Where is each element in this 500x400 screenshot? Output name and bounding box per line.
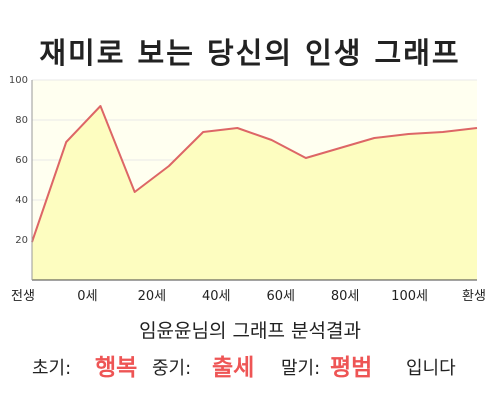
life-graph-chart: 20 40 60 80 100 전생 0세 20세 40세 60세 80세 100세 환생 [9,75,486,304]
y-tick-label: 100 [9,75,28,86]
analysis-summary: 초기: 행복 중기: 출세 말기: 평범 입니다 [0,346,500,382]
x-tick-label: 100세 [391,289,428,304]
middle-value: 출세 [212,355,255,381]
y-tick-label: 60 [15,155,28,166]
chart-title: 재미로 보는 당신의 인생 그래프 [39,36,461,70]
x-tick-label: 40세 [202,289,231,304]
y-tick-label: 80 [15,115,28,126]
x-tick-label: 전생 [11,289,35,304]
late-value: 평범 [330,355,373,381]
series-area [32,106,477,280]
y-tick-label: 40 [15,195,28,206]
x-tick-label: 0세 [77,289,97,304]
series-line [31,105,478,243]
early-value: 행복 [95,355,138,381]
early-label: 초기: [32,358,72,379]
x-tick-label: 환생 [462,289,486,304]
middle-label: 중기: [152,358,192,379]
x-tick-label: 80세 [331,289,360,304]
summary-suffix: 입니다 [406,358,456,379]
analysis-caption: 임윤윤님의 그래프 분석결과 [139,320,361,342]
x-tick-label: 20세 [138,289,167,304]
x-tick-label: 60세 [266,289,295,304]
late-label: 말기: [281,358,321,379]
y-tick-label: 20 [15,235,28,246]
